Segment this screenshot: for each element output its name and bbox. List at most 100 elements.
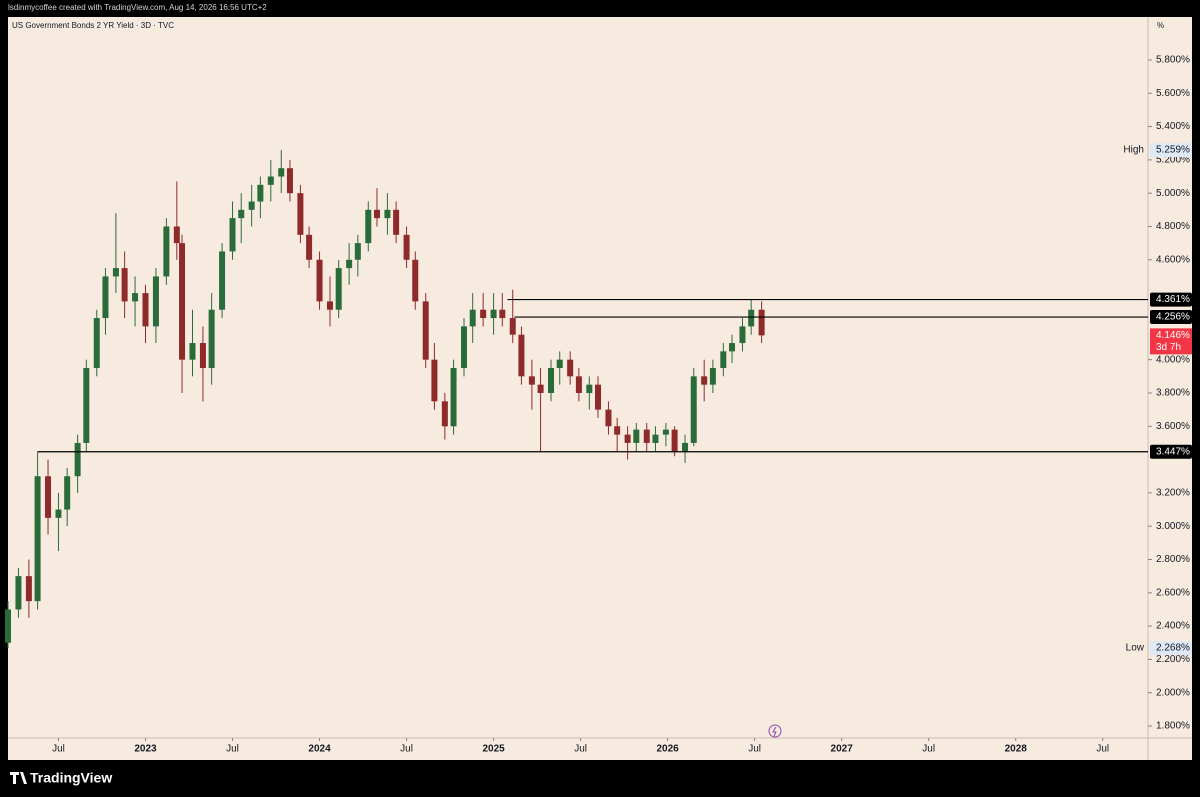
candle-body — [403, 234, 410, 260]
y-tick-label: 2.400% — [1156, 621, 1190, 632]
candle-body — [518, 334, 525, 377]
candle-body — [208, 309, 215, 369]
candle-body — [528, 376, 535, 385]
candle-body — [499, 309, 506, 319]
y-tick-label: 2.200% — [1156, 654, 1190, 665]
candle-body — [112, 268, 119, 277]
y-tick-label: 2.600% — [1156, 587, 1190, 598]
y-tick-label: 4.600% — [1156, 254, 1190, 265]
candle-body — [316, 259, 323, 302]
candle-body — [441, 401, 448, 427]
candle-body — [152, 276, 159, 327]
candle-body — [297, 193, 304, 235]
chart-title: US Government Bonds 2 YR Yield · 3D · TV… — [12, 21, 174, 30]
candle-body — [633, 429, 640, 443]
candle-body — [189, 343, 196, 360]
x-tick-label: Jul — [400, 744, 413, 755]
y-tick-label: 3.800% — [1156, 388, 1190, 399]
candle-body — [354, 243, 361, 260]
x-tick-label: Jul — [574, 744, 587, 755]
x-tick-label: 2025 — [482, 744, 505, 755]
candle-body — [624, 434, 631, 443]
candle-body — [142, 293, 149, 327]
candle-body — [575, 376, 582, 393]
candle-body — [238, 209, 245, 219]
y-tick-label: 4.800% — [1156, 221, 1190, 232]
x-tick-label: 2027 — [831, 744, 854, 755]
candle-body — [74, 442, 81, 477]
brand-logo — [10, 772, 27, 784]
candle-body — [229, 218, 236, 252]
candle-body — [739, 326, 746, 344]
candle-body — [219, 251, 226, 310]
candle-body — [257, 184, 264, 202]
candle-body — [469, 309, 476, 327]
candle-body — [384, 209, 391, 219]
candle-body — [548, 368, 555, 393]
brand-name: TradingView — [30, 770, 112, 786]
candle-body — [709, 368, 716, 385]
candle-body — [248, 201, 255, 210]
high_marker-bg — [1150, 143, 1192, 158]
y-tick-label: 5.200% — [1156, 155, 1190, 166]
candle-body — [748, 309, 755, 327]
candle-body — [595, 384, 602, 410]
level-label-bg — [1150, 310, 1192, 325]
level-label: 3.447% — [1156, 446, 1190, 457]
last-price-label: 4.146% — [1156, 330, 1190, 341]
candle-body — [662, 429, 669, 435]
candle-body — [173, 226, 180, 244]
level-label-bg — [1150, 292, 1192, 307]
candle-body — [179, 243, 186, 360]
y-tick-label: 5.600% — [1156, 88, 1190, 99]
y-unit: % — [1157, 21, 1164, 30]
y-tick-label: 2.800% — [1156, 554, 1190, 565]
candle-body — [567, 359, 574, 377]
event-icon[interactable] — [768, 724, 782, 738]
candle-body — [643, 429, 650, 443]
candle-body — [335, 268, 342, 310]
level-label: 4.361% — [1156, 294, 1190, 305]
candle-body — [701, 376, 708, 385]
x-tick-label: Jul — [922, 744, 935, 755]
level-label: 4.256% — [1156, 312, 1190, 323]
candle-body — [614, 426, 621, 435]
candle-body — [758, 309, 765, 336]
candle-body — [102, 276, 109, 319]
y-tick-label: 5.800% — [1156, 55, 1190, 66]
candle-body — [682, 442, 689, 452]
candle-body — [605, 409, 612, 427]
candle-body — [373, 209, 380, 219]
y-tick-label: 3.600% — [1156, 421, 1190, 432]
y-tick-label: 3.200% — [1156, 488, 1190, 499]
candle-body — [45, 476, 52, 518]
candle-body — [729, 343, 736, 352]
candle-body — [267, 176, 274, 185]
candle-body — [422, 301, 429, 360]
y-tick-label: 5.400% — [1156, 121, 1190, 132]
x-tick-label: Jul — [226, 744, 239, 755]
candle-body — [286, 168, 293, 194]
candle-body — [83, 368, 90, 443]
candle-body — [431, 359, 438, 402]
candle-body — [652, 434, 659, 443]
high_marker-name: High — [1123, 145, 1144, 156]
last-price-bg — [1150, 328, 1192, 355]
candle-body — [93, 318, 100, 369]
x-tick-label: 2024 — [308, 744, 331, 755]
x-tick-label: Jul — [52, 744, 65, 755]
last-price-countdown: 3d 7h — [1156, 342, 1181, 353]
candle-body — [671, 429, 678, 452]
candle-body — [306, 234, 313, 260]
candle-body — [121, 268, 128, 302]
y-tick-label: 5.000% — [1156, 188, 1190, 199]
candle-body — [132, 293, 139, 302]
candle-body — [346, 259, 353, 269]
candle-body — [556, 359, 563, 369]
low_marker-name: Low — [1126, 643, 1145, 654]
candle-body — [326, 301, 333, 310]
candle-body — [509, 318, 516, 335]
candle-body — [199, 343, 206, 369]
